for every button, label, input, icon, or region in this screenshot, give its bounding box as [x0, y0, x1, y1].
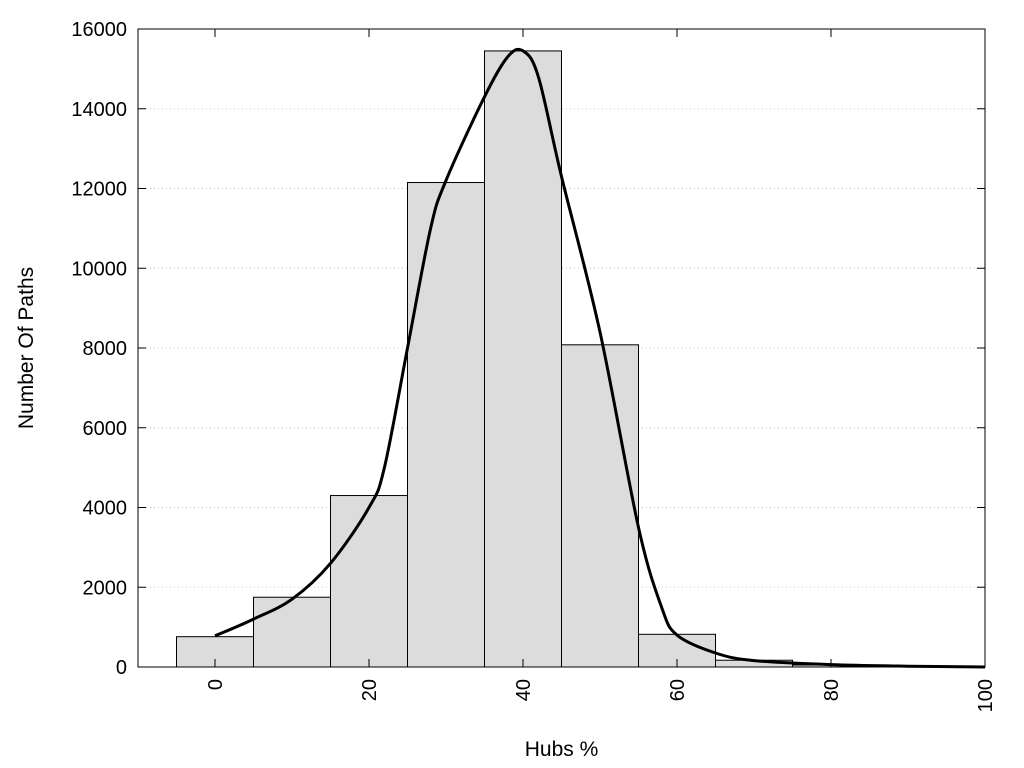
y-axis-ticks: 0 2000 4000 6000 8000 10000 12000 14000 16000: [71, 19, 985, 679]
x-axis-title: Hubs %: [525, 738, 599, 761]
y-tick-label: 16000: [71, 19, 127, 41]
histogram-bar: [484, 50, 562, 668]
x-tick-label: 60: [667, 679, 689, 701]
x-tick-label: 40: [513, 679, 535, 701]
histogram-bar: [330, 495, 408, 668]
histogram-bar: [407, 182, 485, 668]
y-tick-label: 0: [116, 657, 127, 679]
x-tick-label: 100: [975, 679, 997, 712]
histogram-bars: [176, 50, 947, 668]
y-tick-label: 14000: [71, 99, 127, 121]
x-tick-label: 0: [205, 679, 227, 690]
y-axis-title: Number Of Paths: [15, 267, 38, 429]
y-tick-label: 2000: [83, 577, 128, 599]
density-curve: [214, 47, 986, 669]
y-tick-label: 4000: [83, 498, 128, 520]
y-tick-label: 6000: [83, 418, 128, 440]
x-tick-label: 20: [359, 679, 381, 701]
x-tick-label: 80: [821, 679, 843, 701]
histogram-bar: [253, 596, 331, 668]
y-tick-label: 10000: [71, 258, 127, 280]
y-tick-label: 12000: [71, 179, 127, 201]
x-axis-ticks: 0 20 40 60 80 100: [205, 29, 997, 712]
y-tick-label: 8000: [83, 338, 128, 360]
histogram-bar: [561, 344, 639, 668]
